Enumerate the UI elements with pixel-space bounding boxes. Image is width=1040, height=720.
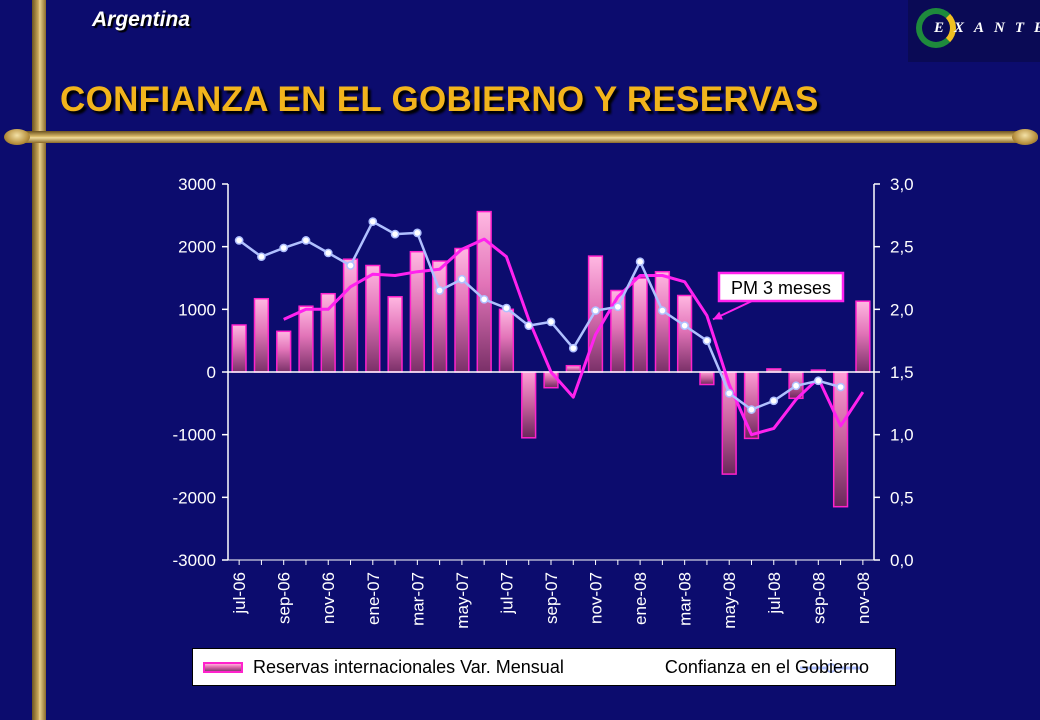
- bar-reservas: [832, 371, 849, 508]
- bar-reservas: [454, 247, 470, 373]
- country-label: Argentina: [92, 8, 191, 31]
- logo-ring-icon: [916, 8, 956, 48]
- x-tick-label: sep-08: [809, 572, 828, 624]
- gold-bar-right-cap: [1012, 129, 1038, 145]
- y-left-tick-label: 2000: [178, 238, 216, 257]
- x-tick-label: may-07: [453, 572, 472, 629]
- horizontal-gold-bar: [8, 131, 1038, 143]
- bar-reservas: [231, 324, 247, 373]
- series-confianza-point: [546, 317, 556, 327]
- series-confianza-point: [791, 381, 801, 391]
- chart-legend: Reservas internacionales Var. Mensual Co…: [192, 648, 896, 686]
- annotation-arrowhead: [712, 311, 723, 320]
- axes-layer: 3000 2000 1000 0 -1000 -2000 -3000 3,0 2,5 2,0 1,5…: [173, 175, 914, 629]
- x-tick-label: ene-07: [364, 572, 383, 625]
- series-confianza-point: [346, 261, 355, 270]
- series-confianza-point: [368, 217, 378, 226]
- series-confianza-line: [238, 220, 841, 411]
- y-right-tick-label: 1,5: [890, 363, 914, 382]
- legend-swatch-reservas: [203, 662, 243, 673]
- bar-reservas: [565, 364, 581, 373]
- series-confianza-point: [257, 252, 266, 262]
- x-tick-label: nov-08: [854, 572, 873, 624]
- y-right-tick-label: 2,5: [890, 238, 914, 257]
- bar-reservas: [476, 210, 492, 373]
- annotation-box: [717, 271, 845, 303]
- series-confianza-point: [613, 302, 623, 312]
- x-tick-label: nov-07: [587, 572, 606, 624]
- series-confianza-point: [568, 343, 578, 353]
- x-tick-label: ene-08: [631, 572, 650, 625]
- bar-reservas: [855, 300, 871, 373]
- bar-reservas: [676, 294, 693, 373]
- bar-reservas: [276, 330, 292, 373]
- x-tick-label: sep-07: [542, 572, 561, 624]
- x-tick-label: sep-06: [275, 572, 294, 624]
- series-confianza-point: [435, 286, 444, 295]
- series-confianza-point: [524, 321, 534, 330]
- vertical-gold-bar: [32, 0, 46, 720]
- x-tick-label: nov-06: [319, 572, 338, 624]
- page-title: CONFIANZA EN EL GOBIERNO Y RESERVAS: [60, 80, 819, 119]
- bar-reservas: [365, 264, 381, 373]
- x-tick-label: jul-07: [497, 572, 516, 615]
- legend-swatch-confianza: [800, 663, 862, 673]
- exante-logo: EXANTE: [908, 0, 1040, 62]
- series-confianza-point: [390, 229, 400, 239]
- series-confianza-point: [658, 306, 667, 315]
- series-confianza-point: [279, 243, 289, 253]
- series-confianza-point: [502, 303, 511, 313]
- lines-layer: [234, 217, 865, 437]
- x-tick-label: may-08: [720, 572, 739, 629]
- y-left-tick-label: 3000: [178, 175, 216, 194]
- legend-label-reservas: Reservas internacionales Var. Mensual: [253, 657, 564, 677]
- y-right-tick-label: 1,0: [890, 426, 914, 445]
- series-confianza-point: [702, 336, 712, 346]
- bar-reservas: [654, 270, 671, 373]
- series-confianza-point: [747, 405, 756, 414]
- bar-reservas: [498, 308, 515, 373]
- annotation-layer: PM 3 meses: [712, 271, 845, 321]
- series-confianza-point: [323, 248, 333, 258]
- bar-reservas: [699, 371, 715, 386]
- y-right-tick-label: 3,0: [890, 175, 914, 194]
- legend-label-confianza: Confianza en el Gobierno: [664, 657, 869, 677]
- series-confianza-point: [479, 294, 489, 304]
- series-confianza-point: [457, 274, 467, 284]
- annotation-label: PM 3 meses: [731, 278, 831, 298]
- x-tick-label: mar-07: [408, 572, 427, 626]
- bar-reservas: [387, 296, 403, 373]
- bar-reservas: [253, 297, 270, 373]
- bar-reservas: [298, 305, 314, 373]
- y-left-tick-label: 0: [207, 363, 216, 382]
- bar-reservas: [521, 371, 537, 439]
- series-pm3-line: [283, 237, 865, 437]
- bar-reservas: [342, 258, 359, 373]
- series-confianza-point: [724, 388, 734, 398]
- x-tick-label: jul-06: [230, 572, 249, 615]
- series-confianza-point: [234, 236, 244, 245]
- bar-reservas: [632, 277, 648, 373]
- series-confianza-point: [412, 228, 422, 238]
- y-left-tick-label: -1000: [173, 426, 216, 445]
- x-tick-label: mar-08: [676, 572, 695, 626]
- series-confianza-point: [301, 236, 311, 245]
- y-left-tick-label: -3000: [173, 551, 216, 570]
- y-right-tick-label: 0,0: [890, 551, 914, 570]
- series-confianza-point: [769, 396, 779, 406]
- x-tick-label: jul-08: [765, 572, 784, 615]
- gold-bar-left-cap: [4, 129, 30, 145]
- logo-text: EXANTE: [934, 20, 1040, 36]
- y-left-tick-label: 1000: [178, 300, 216, 319]
- bar-reservas: [543, 371, 559, 389]
- series-confianza-point: [680, 321, 690, 330]
- series-confianza-point: [813, 376, 823, 386]
- series-confianza-point: [635, 257, 645, 267]
- series-confianza-point: [591, 306, 600, 315]
- y-right-tick-label: 2,0: [890, 300, 914, 319]
- y-right-tick-label: 0,5: [890, 488, 914, 507]
- series-confianza-point: [836, 382, 845, 392]
- y-left-tick-label: -2000: [173, 488, 216, 507]
